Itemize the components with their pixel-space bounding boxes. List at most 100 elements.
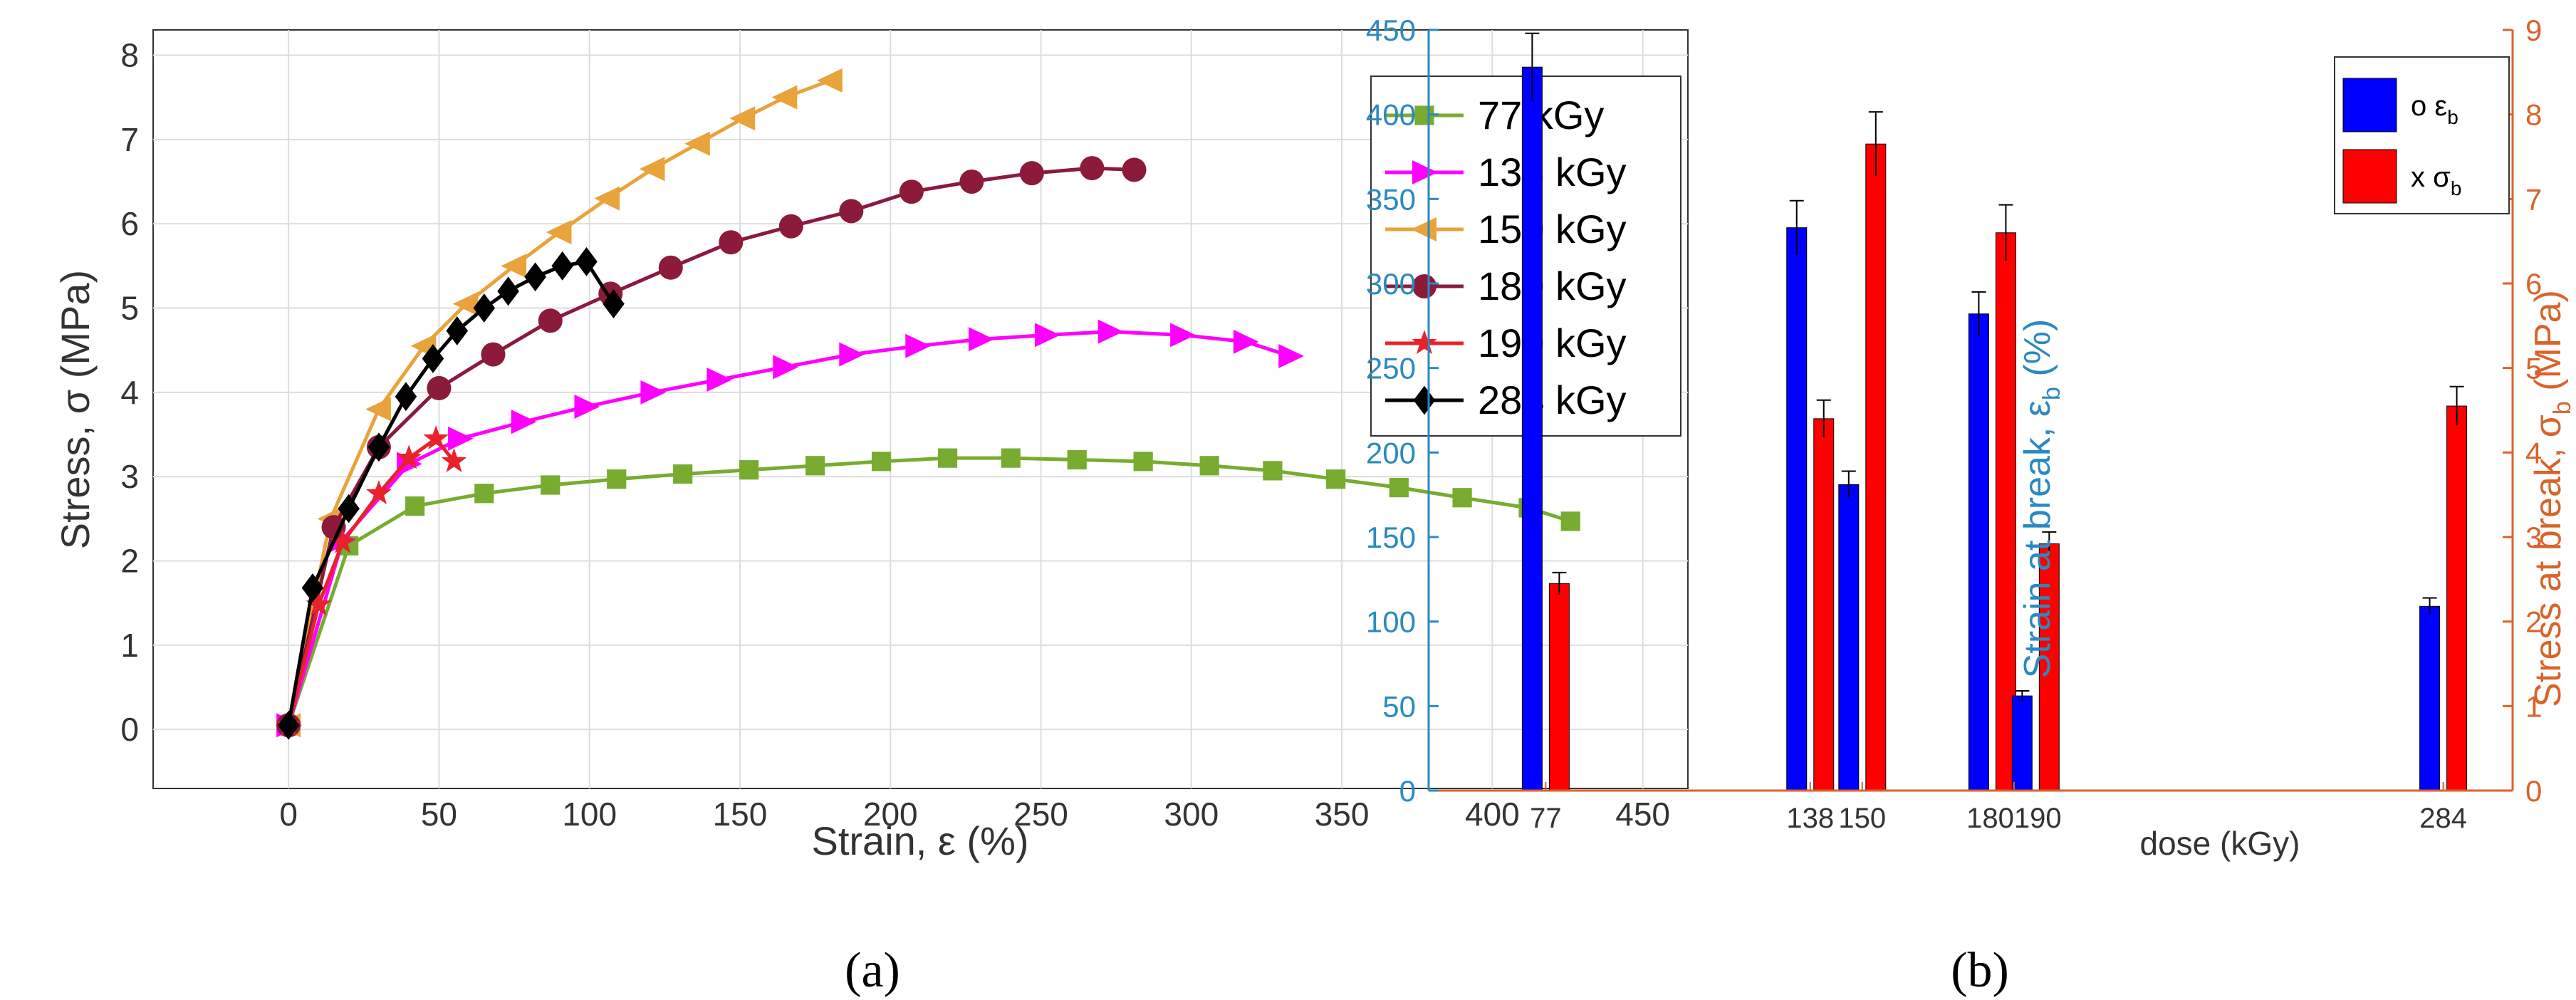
data-point	[481, 342, 506, 367]
data-point	[1122, 157, 1147, 182]
x-tick-label: 300	[1164, 796, 1219, 833]
data-point	[1326, 469, 1346, 489]
data-point	[321, 515, 346, 540]
legend-label: 284 kGy	[1478, 377, 1627, 422]
data-point	[541, 475, 560, 495]
data-point	[1019, 161, 1044, 186]
series-group-a	[275, 68, 1580, 740]
data-point	[448, 426, 474, 451]
panel-a-line-chart: 0 50 100 150 200 250 300 350 400 450 0 1 2 3 4 5 6 7 8 St…	[53, 29, 1689, 998]
data-point	[839, 342, 865, 367]
bars-group-b	[1521, 32, 2468, 791]
data-point	[1001, 448, 1021, 468]
bar-stress	[1865, 143, 1887, 791]
right-tick-label: 8	[2525, 98, 2542, 132]
legend-label: 150 kGy	[1478, 207, 1627, 251]
legend-label: 138 kGy	[1478, 150, 1627, 194]
data-point	[538, 308, 563, 333]
data-point	[306, 591, 332, 616]
series-line-6	[277, 247, 625, 740]
legend-swatch	[2342, 149, 2397, 204]
data-point	[511, 410, 537, 434]
data-point	[969, 327, 994, 352]
bar-stress	[1548, 583, 1570, 791]
legend-swatch	[2342, 78, 2397, 132]
legend-b: o εbx σb	[2334, 56, 2510, 214]
data-point	[574, 394, 600, 419]
data-point	[658, 255, 683, 280]
left-tick-label: 250	[1366, 352, 1416, 385]
left-tick-label: 350	[1366, 182, 1416, 216]
x-tick-label: 150	[1838, 803, 1886, 834]
panel-b-label: (b)	[1951, 943, 2009, 998]
right-tick-label: 4	[2525, 436, 2542, 469]
data-point	[524, 262, 546, 292]
y-axis-label-a: Stress, σ (MPa)	[53, 270, 98, 549]
data-point	[1278, 343, 1304, 368]
x-tick-label: 350	[1315, 796, 1370, 833]
data-point	[959, 170, 984, 194]
right-tick-label: 5	[2525, 352, 2542, 385]
bar-strain	[1786, 227, 1808, 791]
y-axis-label-left-b: Strain at break, εb (%)	[2017, 319, 2065, 679]
x-axis-label-b: dose (kGy)	[2140, 825, 2300, 862]
panel-b-bar-chart: 0 50 100 150 200 250 300 350 400 450 0 1 2 3 4 5 6 7 8 9 7…	[1366, 14, 2576, 998]
bar-stress	[2446, 405, 2468, 791]
data-point	[501, 254, 527, 278]
y-tick-label: 3	[120, 458, 139, 495]
y-tick-label: 2	[120, 543, 139, 580]
data-point	[1170, 323, 1196, 348]
data-point	[1034, 323, 1060, 348]
left-tick-label: 0	[1399, 774, 1416, 808]
x-tick-labels-a: 0 50 100 150 200 250 300 350 400 450	[279, 796, 1670, 833]
data-point	[805, 456, 825, 476]
x-tick-label: 100	[562, 796, 617, 833]
x-tick-label: 150	[713, 796, 768, 833]
data-point	[607, 469, 627, 489]
y-tick-label: 8	[120, 37, 139, 74]
data-point	[396, 444, 422, 469]
left-tick-label: 50	[1382, 689, 1416, 723]
data-point	[405, 496, 425, 516]
data-point	[673, 464, 693, 484]
series-line	[286, 166, 1135, 726]
data-point	[594, 186, 620, 211]
data-point	[1412, 330, 1437, 355]
x-tick-label: 200	[863, 796, 918, 833]
data-point	[551, 251, 573, 281]
bar-strain	[2011, 695, 2033, 791]
bar-strain	[1968, 313, 1989, 791]
axes-b	[1427, 30, 2514, 792]
legend-label-subscript: b	[2451, 177, 2462, 199]
data-point	[277, 710, 300, 740]
data-point	[1452, 488, 1472, 508]
x-tick-label: 180190	[1966, 803, 2061, 834]
data-point	[441, 448, 467, 472]
bar-stress	[1813, 418, 1835, 791]
data-point	[1411, 217, 1436, 241]
data-point	[1412, 160, 1438, 184]
data-point	[301, 573, 324, 603]
y-tick-label: 5	[120, 290, 139, 327]
data-point	[706, 368, 733, 392]
data-point	[684, 131, 710, 156]
right-tick-label: 7	[2525, 182, 2542, 216]
data-point	[1080, 156, 1105, 181]
data-point	[422, 344, 444, 373]
data-point	[395, 382, 417, 412]
data-point	[899, 179, 924, 204]
right-tick-label: 6	[2525, 267, 2542, 301]
right-tick-label: 2	[2525, 605, 2542, 639]
y-tick-label: 6	[120, 205, 139, 242]
right-tick-label: 1	[2525, 689, 2542, 723]
legend-label: 190 kGy	[1478, 321, 1627, 365]
data-point	[771, 85, 798, 110]
data-point	[937, 448, 958, 468]
data-point	[366, 480, 392, 504]
data-point	[1389, 477, 1409, 498]
right-tick-label: 3	[2525, 521, 2542, 554]
x-tick-label: 400	[1465, 796, 1520, 833]
data-point	[427, 375, 452, 400]
left-tick-label: 150	[1366, 521, 1416, 554]
